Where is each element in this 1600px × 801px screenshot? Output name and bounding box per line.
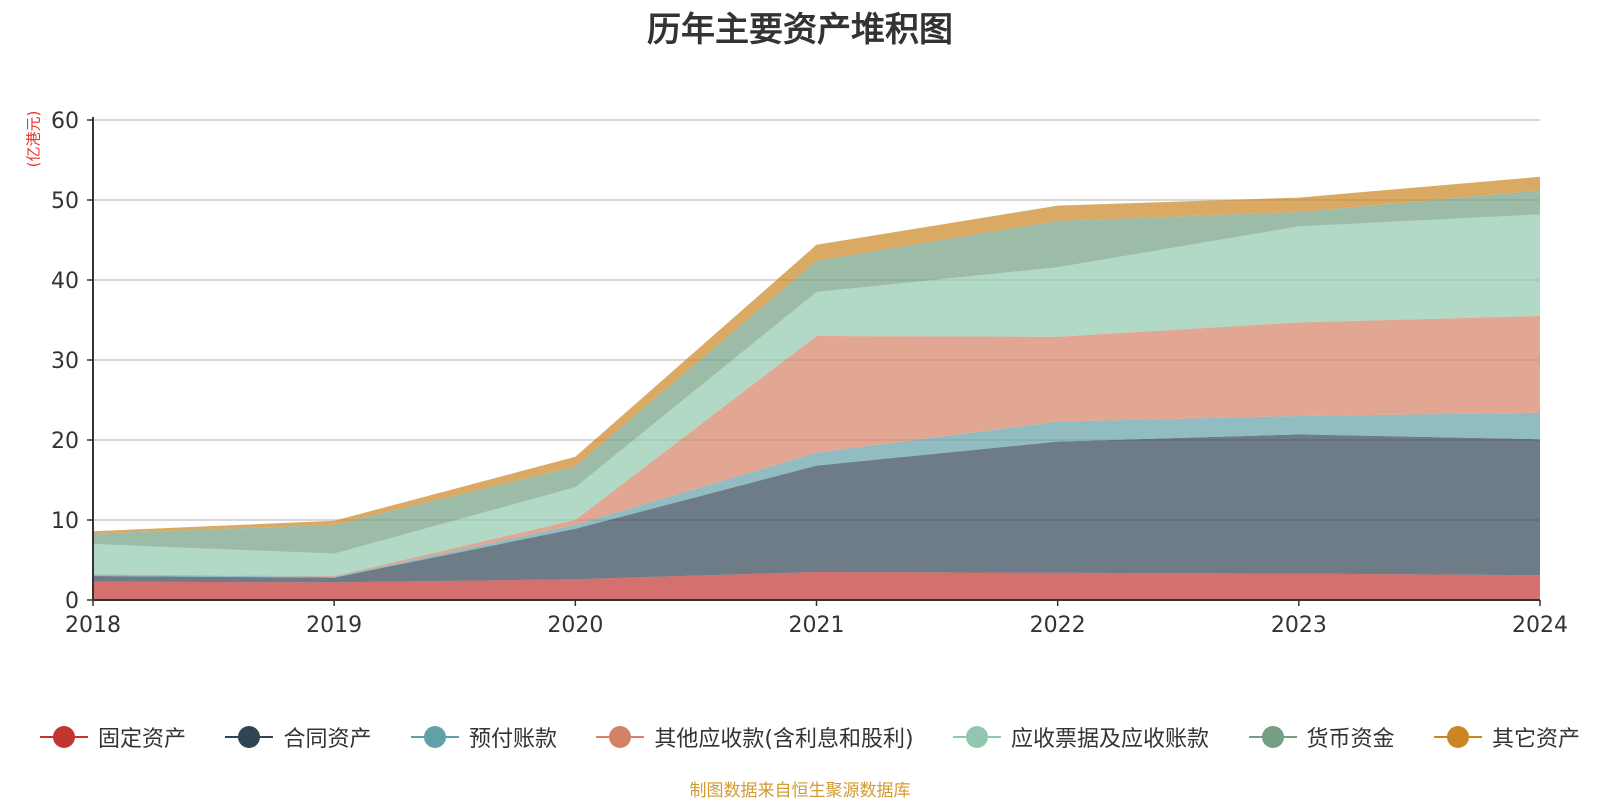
legend-item[interactable]: 合同资产 bbox=[225, 721, 371, 753]
legend-label: 货币资金 bbox=[1306, 727, 1395, 752]
x-tick-label: 2024 bbox=[1512, 613, 1568, 638]
x-tick-label: 2023 bbox=[1271, 613, 1327, 638]
legend-item[interactable]: 货币资金 bbox=[1248, 721, 1395, 753]
y-tick-label: 30 bbox=[51, 349, 79, 374]
y-tick-label: 0 bbox=[65, 589, 79, 614]
area-series-5 bbox=[93, 190, 1540, 554]
y-tick-label: 10 bbox=[51, 509, 79, 534]
legend-label: 合同资产 bbox=[283, 727, 372, 752]
axes bbox=[87, 117, 1541, 606]
legend-dot bbox=[238, 726, 261, 748]
legend-label: 其他应收款(含利息和股利) bbox=[654, 727, 914, 752]
tick-labels: 0 10 20 30 40 50 60 2018 2019 2020 2021 2022 2023 202… bbox=[51, 109, 1568, 638]
legend-item[interactable]: 其他应收款(含利息和股利) bbox=[596, 721, 914, 753]
legend-dot bbox=[423, 726, 446, 748]
y-tick-label: 20 bbox=[51, 429, 79, 454]
legend-marker-icon bbox=[410, 725, 459, 749]
x-tick-label: 2022 bbox=[1030, 613, 1086, 638]
x-tick-label: 2020 bbox=[547, 613, 603, 638]
legend-dot bbox=[966, 726, 989, 748]
stacked-area-chart: 0 10 20 30 40 50 60 2018 2019 2020 2021 2022 2023 202… bbox=[51, 109, 1568, 638]
legend: 固定资产 合同资产 预付账款 其他应收款(含利息和股利) 应收票据及应收账款 货币资金 其它… bbox=[40, 720, 1580, 754]
legend-marker-icon bbox=[953, 725, 1002, 749]
x-tick-label: 2021 bbox=[789, 613, 845, 638]
area-series-3 bbox=[93, 316, 1540, 577]
legend-item[interactable]: 应收票据及应收账款 bbox=[953, 721, 1209, 753]
chart-title: 历年主要资产堆积图 bbox=[647, 10, 953, 50]
legend-item[interactable]: 固定资产 bbox=[40, 721, 186, 753]
area-series-6 bbox=[93, 176, 1540, 534]
legend-label: 固定资产 bbox=[98, 727, 187, 752]
y-tick-label: 60 bbox=[51, 109, 79, 134]
legend-marker-icon bbox=[225, 725, 274, 749]
legend-dot bbox=[1446, 726, 1469, 748]
area-series-1 bbox=[93, 434, 1540, 583]
x-tick-label: 2018 bbox=[65, 613, 121, 638]
legend-marker-icon bbox=[1433, 725, 1482, 749]
area-series-4 bbox=[93, 214, 1540, 576]
legend-item[interactable]: 预付账款 bbox=[410, 721, 557, 753]
legend-marker-icon bbox=[596, 725, 645, 749]
legend-dot bbox=[53, 726, 75, 748]
legend-marker-icon bbox=[1248, 725, 1297, 749]
area-series bbox=[93, 176, 1540, 600]
legend-dot bbox=[1261, 726, 1284, 748]
y-tick-label: 50 bbox=[51, 189, 79, 214]
x-tick-label: 2019 bbox=[306, 613, 362, 638]
legend-item[interactable]: 其它资产 bbox=[1433, 721, 1580, 753]
legend-label: 其它资产 bbox=[1491, 727, 1580, 752]
legend-marker-icon bbox=[40, 725, 88, 749]
area-series-0 bbox=[93, 572, 1540, 600]
source-note: 制图数据来自恒生聚源数据库 bbox=[689, 781, 911, 801]
area-series-2 bbox=[93, 412, 1540, 578]
legend-label: 应收票据及应收账款 bbox=[1011, 727, 1210, 752]
legend-label: 预付账款 bbox=[468, 727, 557, 752]
legend-dot bbox=[609, 726, 632, 748]
y-tick-label: 40 bbox=[51, 269, 79, 294]
